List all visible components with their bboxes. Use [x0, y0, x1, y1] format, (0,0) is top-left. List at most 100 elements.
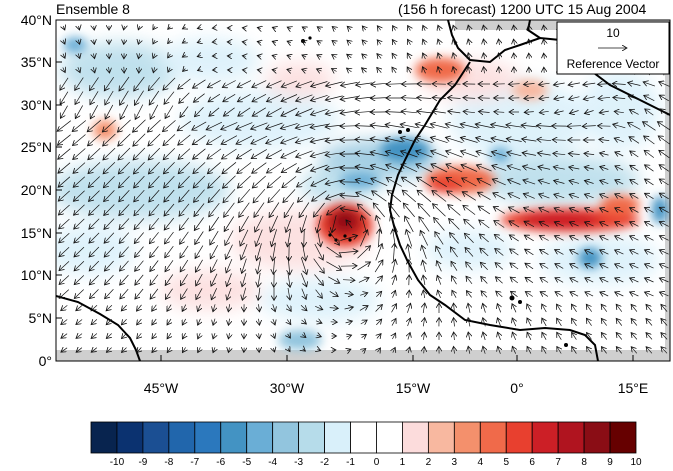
wind-vector: [273, 243, 276, 261]
wind-vector: [177, 120, 192, 131]
wind-vector: [193, 162, 206, 173]
wind-vector: [252, 107, 266, 116]
wind-vector: [164, 175, 175, 188]
wind-vector: [347, 349, 351, 351]
wind-vector: [242, 28, 245, 29]
wind-vector: [393, 290, 396, 298]
wind-vector: [196, 288, 203, 299]
wind-vector: [601, 304, 608, 312]
wind-vector: [150, 274, 159, 286]
wind-vector: [182, 318, 185, 325]
wind-vector: [287, 27, 291, 29]
lat-label: 15°N: [20, 225, 52, 241]
wind-vector: [537, 153, 551, 155]
reference-vector-label: Reference Vector: [566, 57, 660, 71]
wind-vector: [105, 274, 114, 285]
wind-vector: [461, 165, 478, 172]
wind-vector: [601, 347, 607, 354]
wind-vector: [257, 28, 260, 29]
wind-vector: [509, 221, 520, 228]
wind-vector: [163, 148, 176, 159]
wind-vector: [134, 175, 145, 188]
wind-vector: [58, 204, 70, 215]
wind-vector: [197, 55, 201, 56]
wind-vector: [182, 347, 185, 352]
wind-vector: [555, 292, 564, 297]
wind-vector: [615, 222, 624, 226]
wind-vector: [165, 260, 174, 271]
wind-vector: [476, 165, 492, 172]
wind-vector: [416, 151, 433, 158]
wind-vector: [134, 232, 144, 244]
wind-vector: [463, 98, 476, 99]
wind-vector: [148, 133, 161, 146]
wind-vector: [120, 90, 129, 105]
wind-vector: [524, 83, 535, 84]
wind-vector: [509, 235, 519, 242]
wind-vector: [104, 77, 114, 91]
wind-vector: [359, 306, 368, 311]
wind-vector: [539, 111, 549, 112]
colorbar-tick-label: -2: [320, 457, 330, 468]
wind-vector: [148, 161, 160, 174]
wind-vector: [168, 27, 171, 30]
wind-vector: [288, 257, 290, 275]
wind-vector: [629, 137, 640, 144]
wind-vector: [74, 260, 85, 271]
wind-vector: [266, 149, 283, 159]
wind-vector: [138, 53, 139, 58]
wind-vector: [554, 181, 565, 184]
wind-vector: [339, 251, 358, 253]
wind-vector: [271, 229, 277, 246]
wind-vector: [479, 220, 490, 229]
wind-vector: [483, 303, 486, 313]
wind-vector: [377, 334, 381, 339]
wind-vector: [332, 55, 337, 58]
wind-vector: [237, 175, 251, 188]
wind-vector: [58, 176, 71, 187]
wind-vector: [344, 307, 354, 309]
wind-vector: [616, 347, 622, 354]
wind-vector: [167, 333, 171, 339]
wind-vector: [392, 333, 395, 340]
wind-vector: [630, 151, 639, 158]
wind-vector: [612, 84, 626, 85]
wind-vector: [659, 150, 670, 158]
wind-vector: [600, 236, 609, 240]
wind-vector: [198, 304, 201, 312]
wind-vector: [524, 235, 534, 242]
wind-vector: [133, 133, 146, 146]
wind-vector: [59, 275, 70, 285]
wind-vector: [58, 148, 71, 160]
wind-vector: [61, 320, 68, 325]
wind-vector: [167, 304, 171, 312]
wind-vector: [454, 346, 455, 354]
wind-vector: [512, 346, 515, 354]
wind-vector: [360, 293, 368, 296]
wind-vector: [468, 303, 470, 313]
wind-vector: [571, 304, 577, 312]
wind-vector: [392, 275, 395, 286]
wind-vector: [182, 332, 185, 339]
wind-vector: [266, 136, 283, 143]
wind-vector: [478, 206, 491, 215]
wind-vector: [494, 235, 504, 242]
wind-vector: [273, 304, 276, 311]
wind-vector: [57, 120, 72, 132]
wind-vector: [498, 25, 499, 31]
wind-vector: [72, 120, 87, 132]
colorbar-swatch: [609, 421, 637, 454]
wind-vector: [494, 221, 505, 228]
wind-vector: [401, 151, 418, 158]
wind-vector: [600, 153, 609, 155]
wind-vector: [358, 278, 369, 283]
wind-vector: [78, 67, 80, 72]
wind-vector: [423, 303, 425, 314]
wind-vector: [527, 318, 531, 327]
wind-vector: [539, 222, 550, 227]
wind-vector: [228, 348, 229, 353]
wind-vector: [193, 79, 206, 88]
wind-vector: [103, 133, 116, 146]
wind-vector: [153, 67, 154, 73]
wind-vector: [153, 40, 155, 44]
